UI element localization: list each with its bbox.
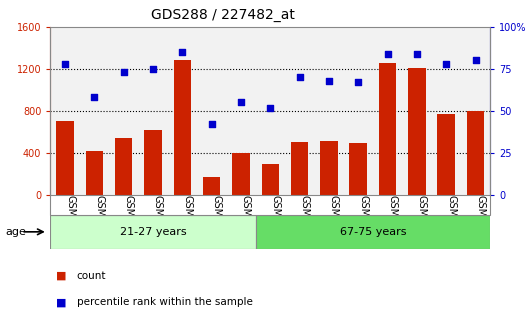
Text: GSM5313: GSM5313 bbox=[417, 195, 427, 242]
Point bbox=[383, 51, 392, 56]
Bar bbox=[85, 151, 103, 195]
Text: GSM5302: GSM5302 bbox=[123, 195, 134, 242]
Text: GSM5312: GSM5312 bbox=[387, 195, 398, 242]
Bar bbox=[203, 177, 220, 195]
Text: GSM5314: GSM5314 bbox=[446, 195, 456, 242]
Point bbox=[237, 100, 245, 105]
Point bbox=[178, 49, 187, 55]
Point bbox=[354, 80, 363, 85]
Text: GSM5307: GSM5307 bbox=[241, 195, 251, 242]
Text: GSM5311: GSM5311 bbox=[358, 195, 368, 242]
Text: GDS288 / 227482_at: GDS288 / 227482_at bbox=[151, 8, 295, 23]
Text: GSM5301: GSM5301 bbox=[94, 195, 104, 242]
Text: GSM5315: GSM5315 bbox=[475, 195, 485, 242]
Point bbox=[266, 105, 275, 110]
Bar bbox=[320, 141, 338, 195]
Bar bbox=[232, 153, 250, 195]
Bar bbox=[255, 215, 490, 249]
Bar bbox=[261, 164, 279, 195]
Bar bbox=[467, 111, 484, 195]
Point bbox=[442, 61, 450, 67]
Point bbox=[207, 122, 216, 127]
Text: GSM5305: GSM5305 bbox=[182, 195, 192, 242]
Text: GSM5303: GSM5303 bbox=[153, 195, 163, 242]
Point bbox=[90, 95, 99, 100]
Text: 67-75 years: 67-75 years bbox=[340, 227, 406, 237]
Text: GSM5309: GSM5309 bbox=[299, 195, 310, 242]
Point bbox=[471, 58, 480, 63]
Bar bbox=[144, 130, 162, 195]
Text: GSM5308: GSM5308 bbox=[270, 195, 280, 242]
Point bbox=[295, 75, 304, 80]
Text: 21-27 years: 21-27 years bbox=[120, 227, 187, 237]
Bar bbox=[115, 138, 132, 195]
Text: age: age bbox=[5, 227, 26, 237]
Point bbox=[325, 78, 333, 83]
Text: percentile rank within the sample: percentile rank within the sample bbox=[77, 297, 253, 307]
Text: ■: ■ bbox=[56, 297, 66, 307]
Bar bbox=[56, 121, 74, 195]
Text: count: count bbox=[77, 270, 107, 281]
Point bbox=[61, 61, 69, 67]
Bar bbox=[291, 142, 308, 195]
Text: GSM5306: GSM5306 bbox=[211, 195, 222, 242]
Bar bbox=[408, 68, 426, 195]
Bar bbox=[50, 215, 255, 249]
Text: ■: ■ bbox=[56, 270, 66, 281]
Bar bbox=[173, 60, 191, 195]
Point bbox=[119, 70, 128, 75]
Point bbox=[149, 66, 157, 72]
Bar bbox=[349, 143, 367, 195]
Text: GSM5300: GSM5300 bbox=[65, 195, 75, 242]
Bar bbox=[437, 114, 455, 195]
Bar bbox=[379, 62, 396, 195]
Point bbox=[413, 51, 421, 56]
Text: GSM5310: GSM5310 bbox=[329, 195, 339, 242]
